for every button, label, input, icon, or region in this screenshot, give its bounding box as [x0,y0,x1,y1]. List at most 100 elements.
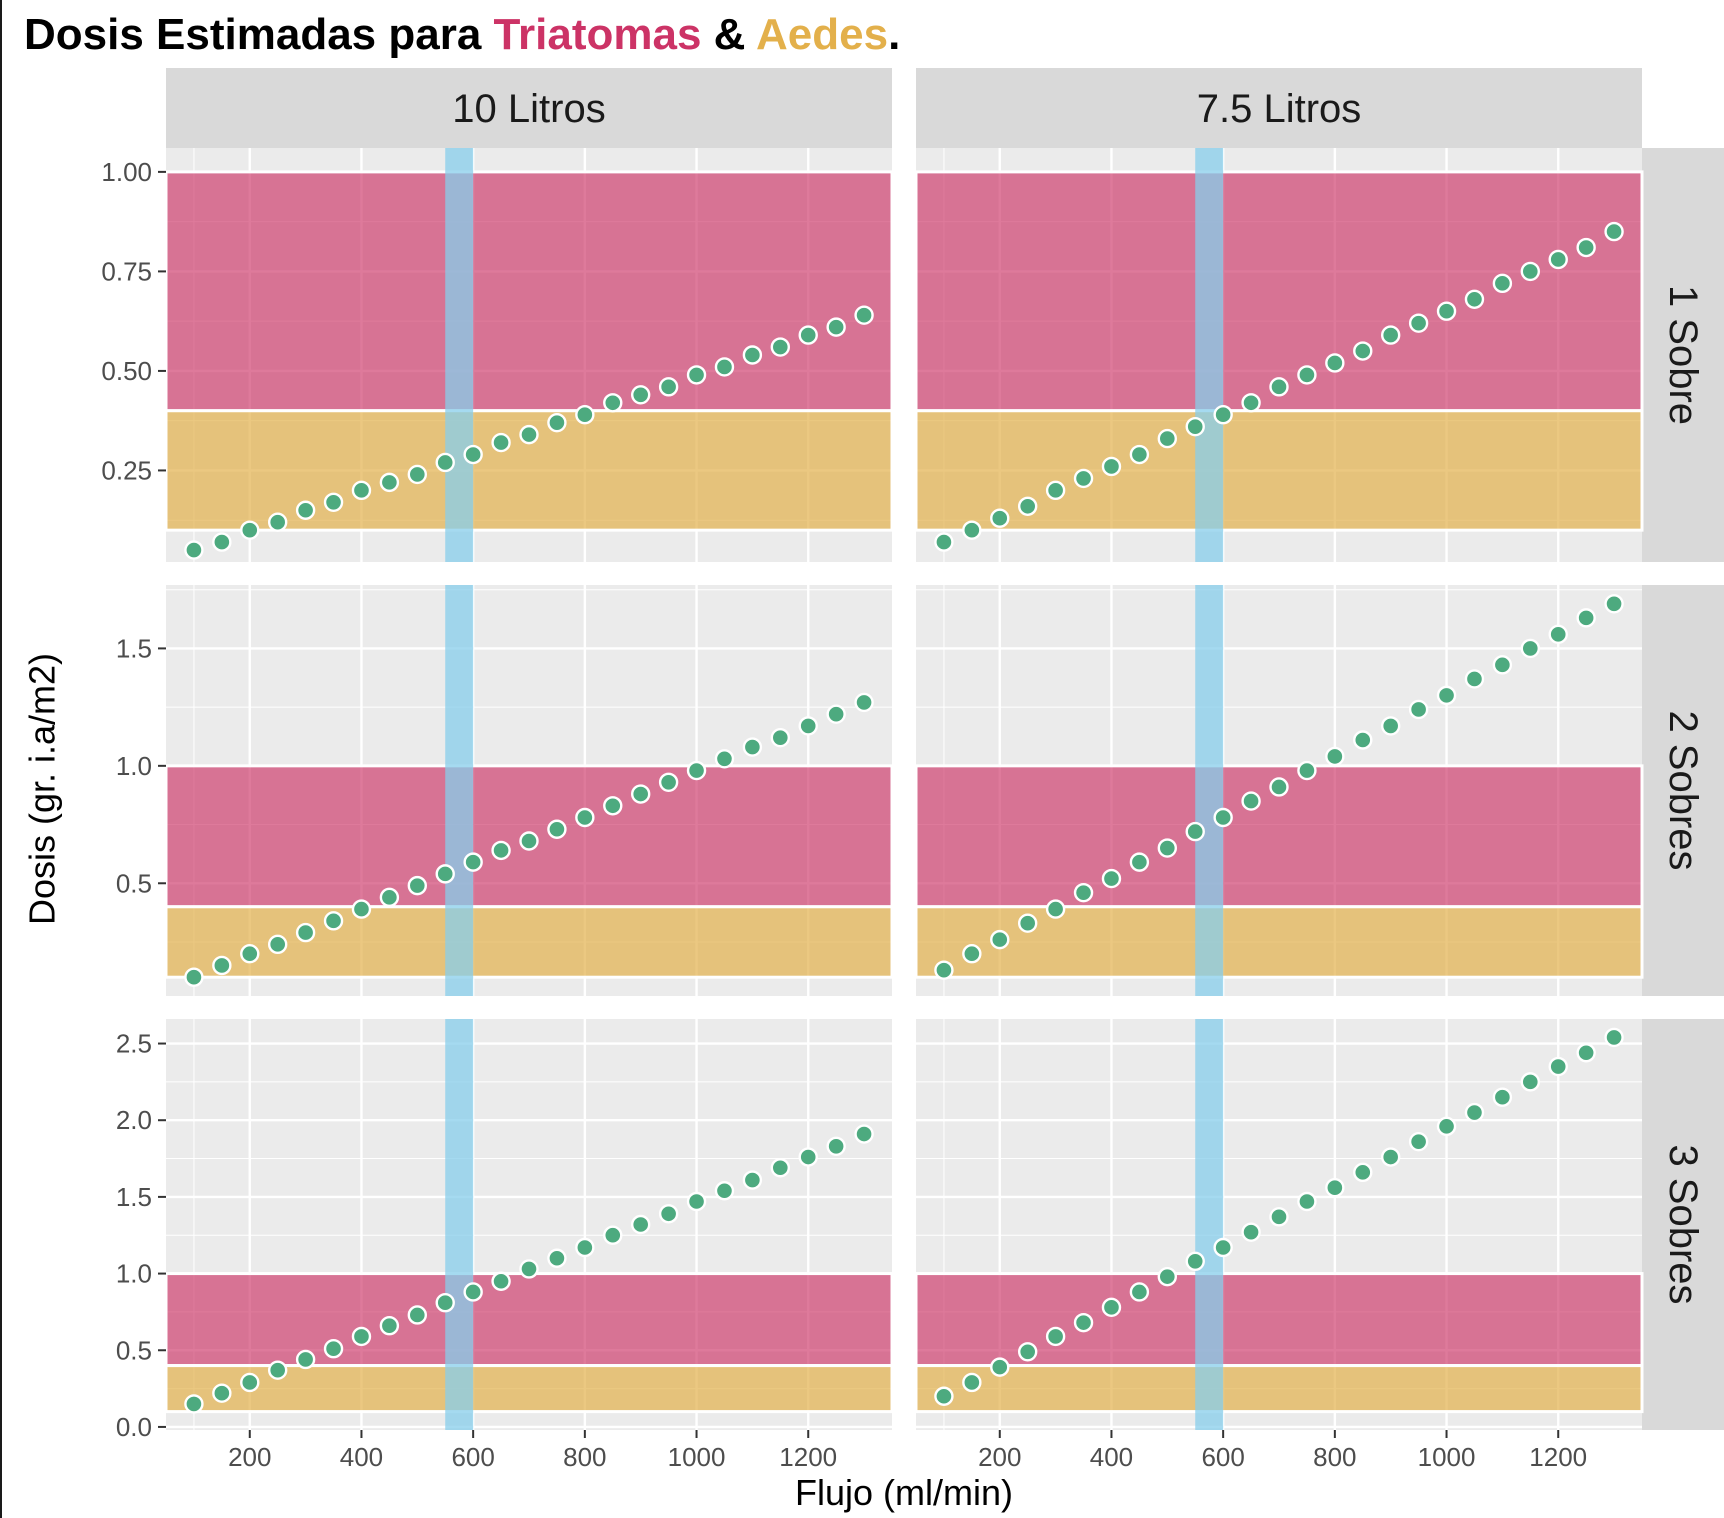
data-point [1101,456,1122,477]
y-tick-label: 2.0 [116,1105,152,1135]
x-axis-title: Flujo (ml/min) [795,1472,1013,1513]
data-point [798,325,818,345]
data-point [934,1386,954,1406]
data-point [742,345,763,365]
data-point [1492,655,1513,675]
data-point [407,464,428,485]
data-point [463,444,483,465]
row-strip [1642,148,1724,562]
data-point [990,508,1010,528]
data-point [798,1147,818,1167]
data-point [1185,1251,1205,1272]
data-point [1436,301,1457,321]
data-point [990,1357,1010,1377]
row-strip-label: 2 Sobres [1661,710,1705,870]
y-tick-label: 1.00 [101,157,152,187]
data-point [1548,249,1568,270]
y-tick-label: 0.5 [116,1335,152,1365]
data-point [1241,791,1261,811]
data-point [658,377,679,397]
data-point [630,385,651,405]
data-point [1380,1147,1401,1167]
data-point [1436,685,1457,706]
panel-3-sobres-7-5-litros [914,1019,1644,1430]
data-point [854,305,874,325]
data-point [1576,608,1596,628]
data-point [1241,393,1261,413]
flow-band [1195,585,1224,996]
data-point [854,1124,874,1144]
data-point [962,1372,982,1393]
x-tick-label: 1000 [1418,1442,1476,1472]
column-strip [166,68,892,148]
data-point [603,796,623,816]
title-suffix: . [888,10,901,59]
data-point [491,432,511,453]
data-point [1101,1297,1122,1318]
data-point [519,424,539,445]
panel-3-sobres-10-litros [164,1019,894,1430]
data-point [379,887,400,908]
data-point [491,1271,511,1291]
data-point [1408,313,1429,333]
data-point [240,520,260,540]
aedes-band [914,905,1644,979]
data-point [1492,1087,1513,1107]
data-point [770,1158,791,1178]
data-point [184,1394,204,1414]
data-point [1213,1237,1233,1258]
x-tick-label: 200 [978,1442,1021,1472]
title-triatomas: Triatomas [493,10,702,59]
x-tick-label: 400 [340,1442,383,1472]
x-tick-label: 1200 [1529,1442,1587,1472]
row-strip [1642,1019,1724,1430]
data-point [1185,821,1205,842]
aedes-band [914,409,1644,532]
data-point [212,1383,232,1403]
x-tick-label: 200 [228,1442,271,1472]
data-point [854,692,874,713]
data-point [547,1248,567,1268]
data-point [1129,1282,1150,1302]
y-tick-label: 0.5 [116,868,152,898]
data-point [1045,1326,1066,1347]
data-point [1325,746,1345,767]
data-point [1157,838,1178,858]
column-strip-label: 7.5 Litros [1197,87,1362,131]
data-point [686,760,707,781]
data-point [1241,1222,1261,1242]
data-point [742,737,763,757]
data-point [1297,1191,1317,1212]
panel-1-sobre-7-5-litros [914,148,1644,562]
data-point [463,1282,483,1302]
y-tick-label: 0.75 [101,256,152,286]
data-point [519,1259,539,1279]
title-aedes: Aedes [756,10,889,59]
aedes-band [914,1364,1644,1414]
data-point [1045,480,1066,501]
data-point [1604,594,1624,614]
data-point [184,540,204,560]
data-point [1269,377,1289,397]
data-point [323,911,344,931]
data-point [1073,1312,1094,1333]
data-point [1157,428,1178,449]
flow-band [445,148,474,562]
data-point [1464,669,1485,689]
data-point [1213,405,1233,425]
data-point [1017,496,1038,516]
data-point [714,749,735,769]
data-point [1157,1266,1178,1287]
x-tick-label: 1000 [668,1442,726,1472]
flow-band [445,1019,474,1430]
data-point [519,831,539,851]
title-ampersand: & [701,10,757,59]
data-point [658,772,679,792]
data-point [603,1225,623,1245]
data-point [267,1360,288,1380]
y-tick-label: 0.50 [101,356,152,386]
data-point [379,472,400,493]
data-point [1464,289,1485,309]
flow-band [445,585,474,996]
x-tick-label: 800 [563,1442,606,1472]
